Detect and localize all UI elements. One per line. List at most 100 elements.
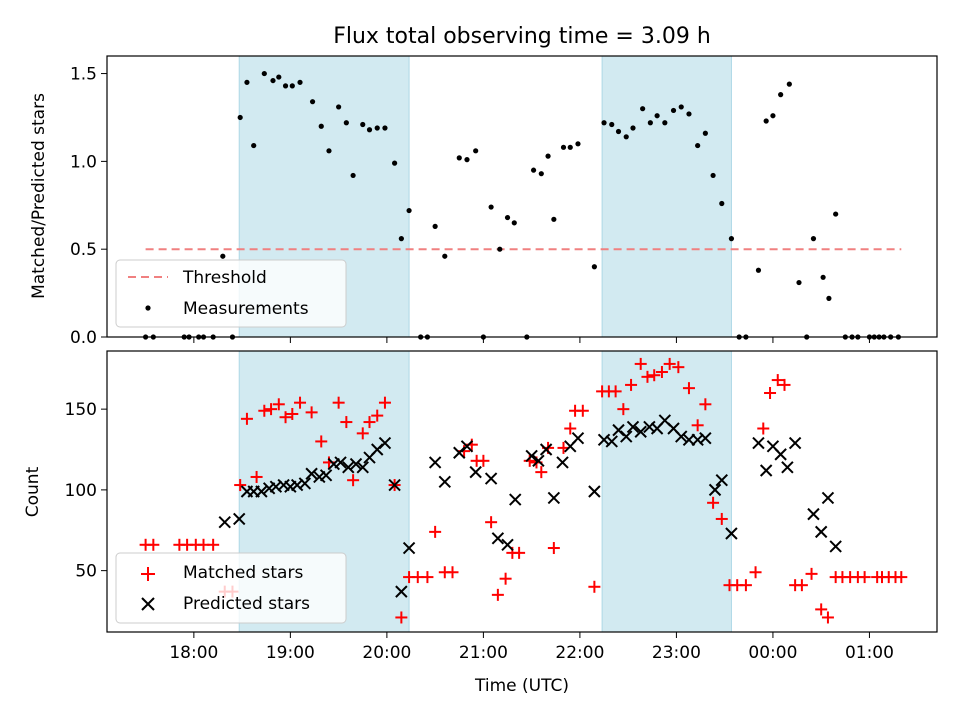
- measurement-point: [560, 144, 567, 150]
- measurement-point: [796, 279, 802, 286]
- predicted-stars-point: [305, 467, 318, 480]
- top-y-tick-label: 1.0: [70, 152, 97, 172]
- matched-stars-point: [749, 566, 762, 579]
- measurement-point: [220, 253, 226, 259]
- matched-stars-point: [739, 579, 752, 592]
- measurement-point: [545, 153, 551, 159]
- bottom-legend-box: [115, 552, 347, 624]
- measurement-point: [270, 77, 276, 84]
- matched-stars-point: [446, 566, 459, 579]
- matched-stars-point: [771, 374, 784, 387]
- matched-stars-point: [272, 398, 285, 411]
- top-x-ticks: [193, 337, 870, 343]
- bottom-x-tick-label: 21:00: [459, 643, 508, 663]
- measurement-point: [251, 142, 257, 149]
- top-y-tick-label: 0.0: [70, 328, 97, 348]
- predicted-stars-point: [255, 485, 268, 498]
- measurement-point: [276, 74, 282, 80]
- matched-stars-point: [332, 396, 345, 409]
- predicted-legend-swatch: [141, 597, 155, 611]
- predicted-stars-point: [547, 491, 561, 505]
- matched-stars-point: [240, 412, 253, 425]
- measurement-point: [710, 172, 716, 179]
- predicted-stars-point: [588, 485, 601, 498]
- measurement-point: [662, 120, 668, 126]
- measurement-point: [551, 216, 557, 222]
- matched-stars-point: [207, 538, 220, 551]
- bottom-y-tick-label: 50: [75, 562, 97, 582]
- matched-stars-point: [663, 357, 676, 370]
- top-legend: Threshold Measurements: [115, 259, 347, 328]
- bottom-y-tick-label: 100: [65, 481, 97, 501]
- bottom-y-tick-label: 150: [65, 400, 97, 420]
- measurement-point: [406, 207, 412, 214]
- measurement-point: [654, 113, 660, 119]
- measurement-point: [810, 236, 817, 242]
- measurement-point: [538, 171, 544, 177]
- matched-stars-point: [378, 396, 391, 409]
- matched-stars-point: [609, 385, 622, 398]
- predicted-legend-label: Predicted stars: [183, 594, 310, 614]
- measurement-point: [289, 83, 295, 89]
- measurement-point: [456, 155, 462, 161]
- measurement-point: [382, 125, 388, 131]
- predicted-stars-point: [402, 541, 416, 555]
- matched-stars-point: [491, 588, 504, 601]
- measurement-point: [530, 167, 537, 173]
- measurement-point: [504, 214, 511, 221]
- matched-stars-point: [429, 525, 442, 538]
- bottom-x-tick-label: 01:00: [845, 643, 894, 663]
- measurement-point: [261, 70, 267, 77]
- predicted-stars-point: [334, 456, 347, 469]
- top-y-tick-label: 1.5: [70, 65, 97, 85]
- measurement-point: [755, 267, 762, 273]
- predicted-stars-point: [484, 472, 498, 485]
- measurement-point: [398, 236, 404, 242]
- bottom-legend: Matched stars Predicted stars: [115, 552, 347, 624]
- measurement-point: [670, 107, 677, 114]
- measurement-point: [336, 104, 342, 110]
- bottom-x-tick-label: 00:00: [748, 643, 797, 663]
- measurement-point: [282, 83, 289, 89]
- predicted-stars-point: [556, 456, 569, 469]
- predicted-stars-point: [525, 449, 538, 463]
- matched-stars-point: [672, 361, 685, 374]
- predicted-stars-point: [319, 469, 333, 482]
- matched-stars-point: [617, 403, 630, 416]
- matched-stars-point: [895, 571, 908, 584]
- matched-stars-point: [648, 369, 661, 382]
- predicted-stars-point: [626, 420, 640, 434]
- predicted-stars-point: [708, 483, 722, 497]
- predicted-stars-point: [781, 461, 794, 474]
- matched-stars-point: [655, 365, 668, 378]
- measurements-legend-swatch: [145, 305, 151, 311]
- predicted-stars-point: [821, 491, 835, 505]
- predicted-stars-point: [807, 507, 820, 521]
- matched-stars-point: [286, 407, 299, 420]
- measurement-point: [360, 121, 366, 128]
- measurement-point: [432, 223, 438, 229]
- matched-stars-point: [764, 386, 777, 399]
- matched-stars-point: [340, 416, 353, 429]
- measurement-point: [728, 236, 735, 242]
- measurement-point: [488, 204, 494, 210]
- matched-stars-point: [147, 538, 160, 551]
- measurement-point: [778, 92, 784, 98]
- predicted-stars-point: [788, 436, 802, 450]
- matched-stars-point: [815, 603, 828, 616]
- matched-stars-point: [691, 419, 704, 432]
- matched-stars-point: [265, 403, 278, 416]
- matched-stars-point: [305, 406, 318, 419]
- matched-stars-point: [588, 580, 601, 593]
- predicted-stars-point: [774, 448, 787, 461]
- matched-stars-point: [634, 357, 647, 370]
- bottom-plot-marks: [139, 357, 908, 624]
- measurement-point: [326, 148, 332, 154]
- predicted-stars-point: [605, 435, 618, 448]
- matched-stars-point: [294, 396, 307, 409]
- measurement-point: [343, 120, 349, 126]
- predicted-stars-point: [571, 431, 585, 445]
- matched-stars-point: [421, 571, 434, 584]
- predicted-stars-point: [218, 515, 231, 529]
